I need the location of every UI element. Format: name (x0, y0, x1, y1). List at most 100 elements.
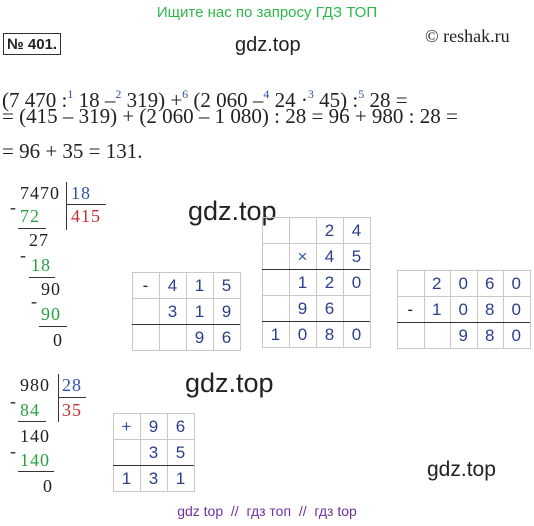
division-bar (66, 182, 67, 230)
step-number: 2 (115, 87, 122, 101)
banner: Ищите нас по запросу ГДЗ ТОП (156, 4, 378, 21)
exercise-number: № 401. (3, 33, 62, 55)
grid-cell (132, 324, 160, 351)
remainder: 27 (29, 230, 49, 250)
digit: 2 (324, 221, 335, 240)
operator: - (407, 300, 414, 319)
minus: - (10, 391, 17, 411)
watermark: gdz.top (235, 34, 301, 56)
digit: 1 (121, 469, 132, 488)
watermark: gdz.top (188, 196, 277, 226)
rule (29, 277, 55, 278)
subtrahend: 90 (41, 304, 61, 324)
minus: - (31, 291, 38, 311)
digit: 9 (458, 326, 468, 345)
operator: + (121, 417, 132, 436)
quotient: 35 (62, 400, 82, 420)
digit: 6 (221, 328, 232, 347)
rule (113, 465, 194, 466)
operator: × (297, 247, 308, 266)
digit: 5 (351, 247, 362, 266)
digit: 4 (351, 221, 362, 240)
expression-part: 18 – (73, 88, 116, 112)
digit: 0 (511, 326, 521, 345)
digit: 2 (324, 273, 335, 292)
remainder: 140 (20, 426, 50, 446)
subtrahend: 18 (31, 255, 51, 275)
expression-part: 319) + (121, 88, 183, 112)
rule (262, 269, 370, 270)
minus: - (10, 197, 17, 217)
division-bar (66, 204, 106, 205)
rule (39, 326, 67, 327)
digit: 9 (148, 417, 159, 436)
grid-cell (132, 298, 160, 325)
digit: 4 (324, 247, 335, 266)
rule (18, 471, 54, 472)
remainder: 0 (43, 476, 53, 496)
grid-cell (423, 322, 451, 349)
grid-cell (159, 324, 187, 351)
minus: - (20, 245, 27, 265)
digit: 1 (194, 276, 205, 295)
rule (18, 228, 46, 229)
watermark: gdz.top (185, 368, 274, 398)
digit: 6 (324, 299, 335, 318)
grid-cell (262, 243, 290, 270)
digit: 1 (270, 325, 281, 344)
expression-part: (2 060 – (188, 88, 264, 112)
remainder: 0 (53, 330, 63, 350)
digit: 8 (324, 325, 335, 344)
digit: 3 (167, 302, 178, 321)
remainder: 90 (41, 279, 61, 299)
digit: 6 (175, 417, 186, 436)
digit: 5 (175, 443, 186, 462)
footer: gdz top // гдз топ // гдз top (177, 503, 357, 519)
division-bar (58, 397, 86, 398)
grid-cell (262, 217, 290, 244)
digit: 1 (297, 273, 308, 292)
digit: 9 (221, 302, 232, 321)
watermark: gdz.top (427, 458, 496, 481)
digit: 0 (458, 300, 468, 319)
digit: 0 (351, 273, 362, 292)
digit: 0 (511, 274, 521, 293)
minus: - (10, 441, 17, 461)
step-number: 3 (307, 87, 314, 101)
step-number: 5 (358, 87, 365, 101)
rule (397, 322, 530, 323)
digit: 3 (148, 469, 159, 488)
grid-cell (343, 295, 371, 322)
digit: 0 (351, 325, 362, 344)
digit: 8 (485, 326, 495, 345)
digit: 6 (485, 274, 495, 293)
quotient: 415 (71, 206, 101, 226)
digit: 9 (194, 328, 205, 347)
digit: 2 (432, 274, 442, 293)
grid-cell (397, 270, 425, 297)
grid-cell (262, 269, 290, 296)
digit: 4 (167, 276, 178, 295)
expression-part: (7 470 : (2, 88, 68, 112)
dividend: 980 (20, 375, 50, 395)
digit: 3 (148, 443, 159, 462)
expression-part: 45) : (313, 88, 359, 112)
subtrahend: 140 (20, 450, 50, 470)
digit: 0 (511, 300, 521, 319)
grid-cell (289, 217, 317, 244)
grid-cell (113, 439, 141, 466)
rule (132, 324, 240, 325)
expression-line: = 96 + 35 = 131. (2, 139, 143, 163)
digit: 1 (432, 300, 442, 319)
operator: - (142, 276, 149, 295)
grid-cell (397, 322, 425, 349)
dividend: 7470 (20, 183, 60, 203)
subtrahend: 72 (20, 206, 40, 226)
step-number: 1 (67, 87, 74, 101)
division-bar (58, 374, 59, 422)
digit: 1 (175, 469, 186, 488)
digit: 0 (297, 325, 308, 344)
expression-line: (7 470 :1 18 –2 319) +6 (2 060 –4 24 ·3 … (2, 67, 408, 111)
grid-cell (262, 295, 290, 322)
